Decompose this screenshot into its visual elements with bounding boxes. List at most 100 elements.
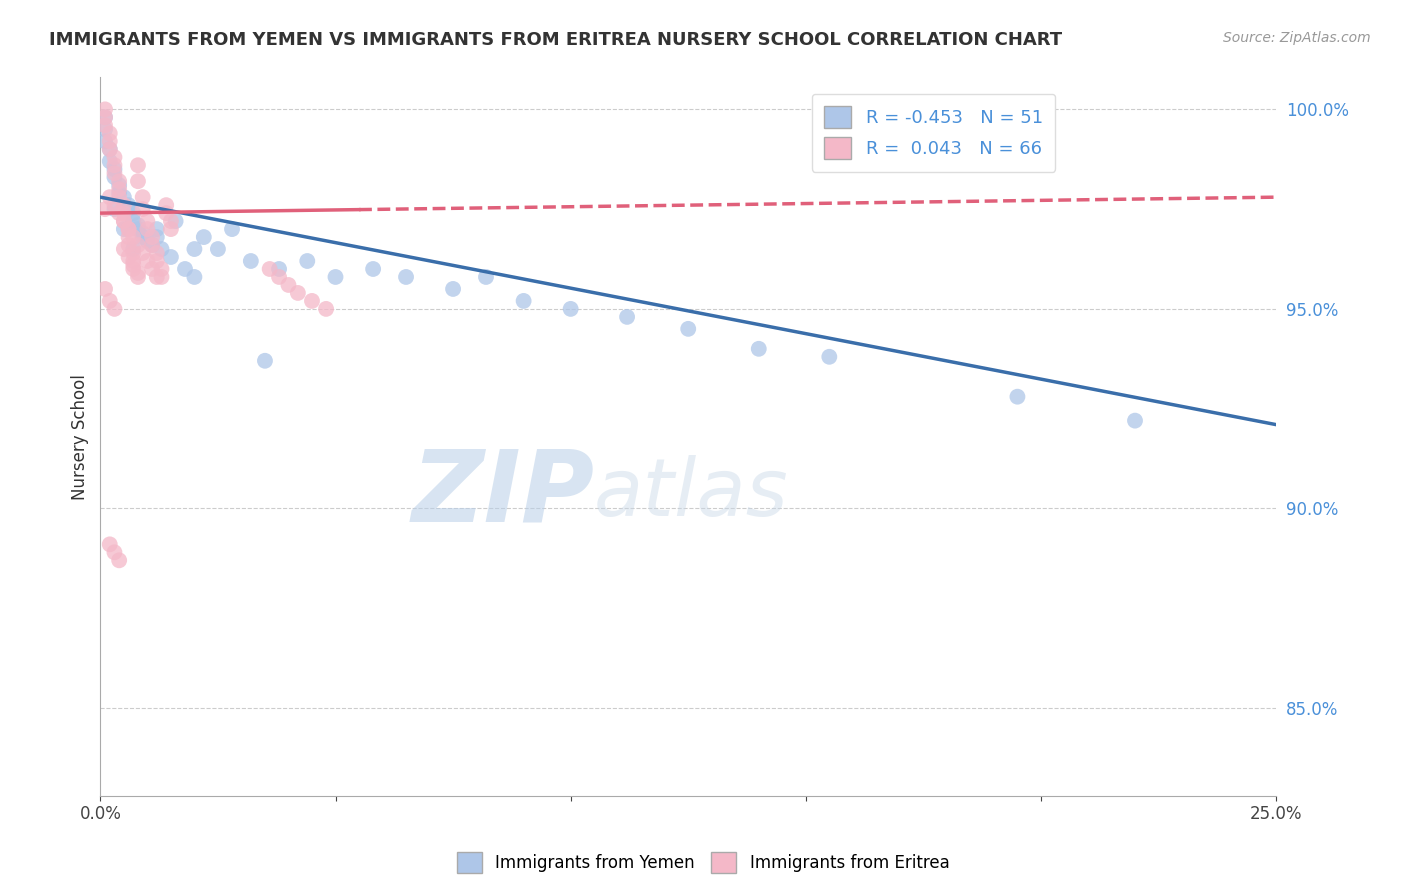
Point: [112, 190, 135, 204]
Text: ZIP: ZIP: [411, 446, 595, 542]
Point: [174, 262, 197, 277]
Point: [94, 111, 117, 125]
Point: [616, 310, 638, 324]
Point: [108, 553, 131, 567]
Point: [207, 242, 229, 256]
Point: [117, 222, 139, 236]
Point: [136, 214, 159, 228]
Point: [98, 142, 121, 156]
Point: [98, 142, 121, 156]
Point: [103, 301, 125, 316]
Point: [112, 242, 135, 256]
Point: [676, 322, 699, 336]
Point: [112, 222, 135, 236]
Point: [131, 246, 153, 260]
Text: IMMIGRANTS FROM YEMEN VS IMMIGRANTS FROM ERITREA NURSERY SCHOOL CORRELATION CHAR: IMMIGRANTS FROM YEMEN VS IMMIGRANTS FROM…: [49, 31, 1063, 49]
Point: [146, 246, 169, 260]
Point: [301, 293, 323, 308]
Point: [94, 202, 117, 216]
Point: [160, 222, 183, 236]
Point: [146, 270, 169, 285]
Point: [117, 250, 139, 264]
Point: [146, 254, 169, 268]
Point: [155, 198, 177, 212]
Point: [117, 202, 139, 216]
Point: [108, 186, 131, 201]
Point: [239, 254, 262, 268]
Point: [141, 262, 163, 277]
Point: [131, 190, 153, 204]
Point: [94, 119, 117, 133]
Point: [112, 214, 135, 228]
Point: [122, 246, 145, 260]
Point: [131, 230, 153, 244]
Point: [818, 350, 841, 364]
Legend: Immigrants from Yemen, Immigrants from Eritrea: Immigrants from Yemen, Immigrants from E…: [450, 846, 956, 880]
Point: [103, 170, 125, 185]
Point: [183, 270, 205, 285]
Point: [94, 103, 117, 117]
Point: [315, 301, 337, 316]
Point: [146, 222, 169, 236]
Point: [141, 238, 163, 252]
Point: [136, 254, 159, 268]
Point: [117, 198, 139, 212]
Point: [512, 293, 534, 308]
Point: [395, 270, 418, 285]
Point: [122, 230, 145, 244]
Point: [98, 537, 121, 551]
Point: [98, 190, 121, 204]
Point: [122, 258, 145, 272]
Point: [108, 178, 131, 193]
Point: [103, 150, 125, 164]
Point: [160, 214, 183, 228]
Text: Source: ZipAtlas.com: Source: ZipAtlas.com: [1223, 31, 1371, 45]
Point: [141, 230, 163, 244]
Point: [146, 230, 169, 244]
Point: [141, 238, 163, 252]
Point: [267, 262, 290, 277]
Point: [160, 250, 183, 264]
Point: [277, 277, 299, 292]
Point: [1007, 390, 1029, 404]
Point: [94, 134, 117, 148]
Point: [112, 206, 135, 220]
Point: [475, 270, 498, 285]
Point: [98, 126, 121, 140]
Point: [103, 162, 125, 177]
Point: [98, 154, 121, 169]
Point: [253, 353, 276, 368]
Text: atlas: atlas: [595, 455, 789, 533]
Point: [287, 285, 309, 300]
Point: [150, 262, 173, 277]
Point: [94, 282, 117, 296]
Point: [108, 206, 131, 220]
Point: [117, 238, 139, 252]
Point: [122, 242, 145, 256]
Point: [1123, 414, 1146, 428]
Point: [136, 234, 159, 248]
Point: [150, 242, 173, 256]
Point: [136, 222, 159, 236]
Point: [112, 214, 135, 228]
Point: [108, 190, 131, 204]
Point: [441, 282, 464, 296]
Legend: R = -0.453   N = 51, R =  0.043   N = 66: R = -0.453 N = 51, R = 0.043 N = 66: [811, 94, 1056, 172]
Point: [94, 111, 117, 125]
Point: [127, 158, 149, 172]
Point: [127, 238, 149, 252]
Point: [108, 174, 131, 188]
Point: [748, 342, 770, 356]
Point: [98, 293, 121, 308]
Point: [108, 182, 131, 196]
Point: [131, 202, 153, 216]
Point: [183, 242, 205, 256]
Point: [122, 262, 145, 277]
Point: [94, 122, 117, 136]
Point: [267, 270, 290, 285]
Point: [103, 158, 125, 172]
Point: [259, 262, 281, 277]
Point: [325, 270, 347, 285]
Y-axis label: Nursery School: Nursery School: [72, 374, 89, 500]
Point: [127, 270, 149, 285]
